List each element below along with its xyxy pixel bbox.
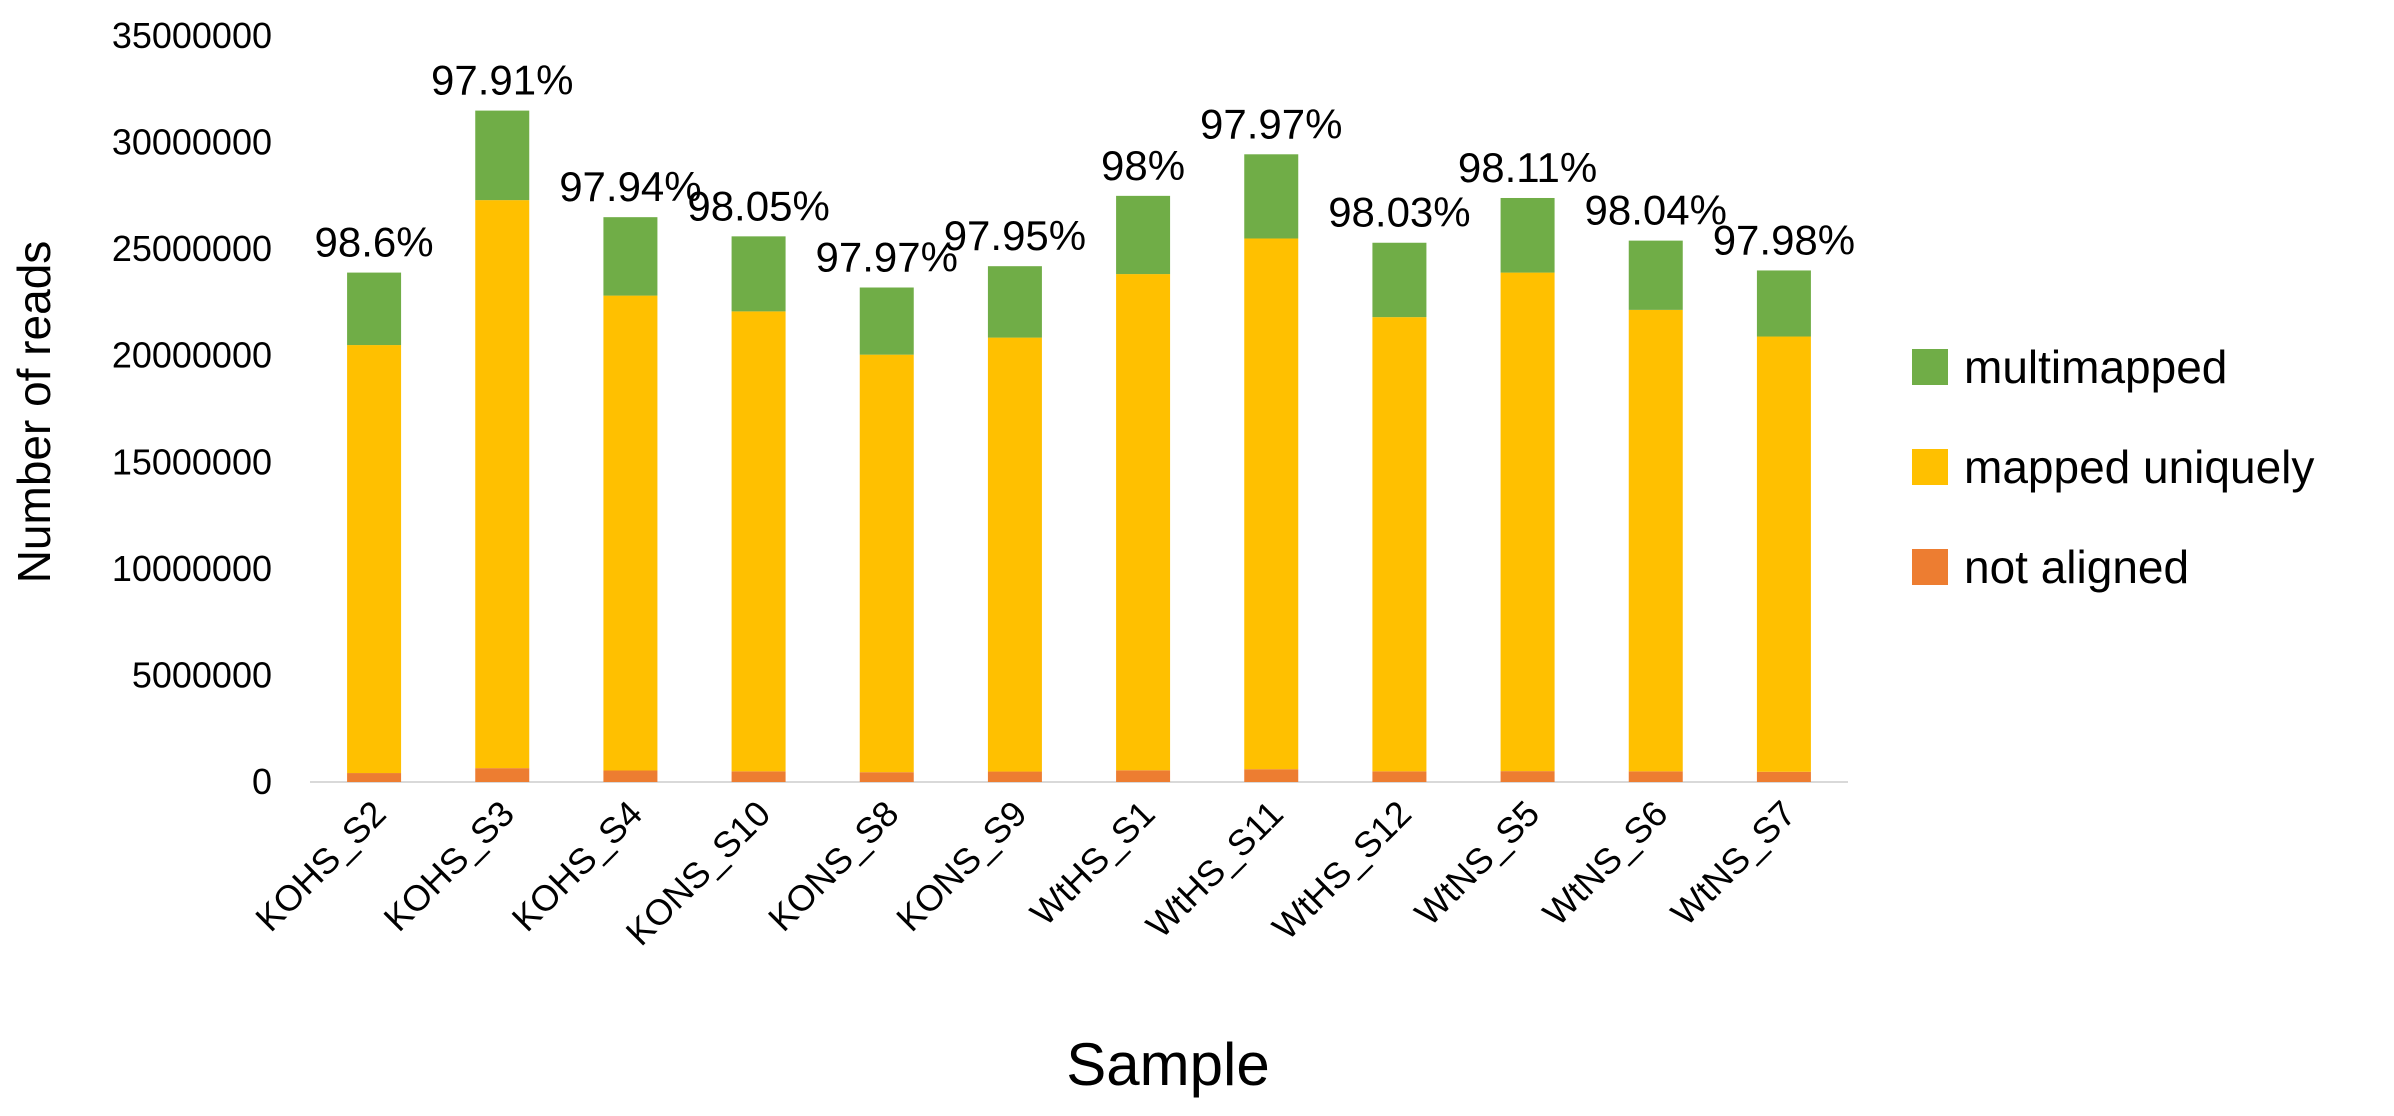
- bar-segment-multimapped: [603, 217, 658, 296]
- legend-label: mapped uniquely: [1964, 441, 2314, 493]
- percentage-label: 98.11%: [1458, 144, 1597, 191]
- x-tick-label: KONS_S8: [760, 793, 906, 939]
- x-tick-label: WtNS_S7: [1663, 793, 1804, 934]
- y-tick-label: 0: [252, 761, 272, 802]
- y-tick-label: 35000000: [112, 15, 272, 56]
- x-axis-title: Sample: [1066, 1031, 1269, 1098]
- bar-segment-mapped-uniquely: [1628, 309, 1683, 772]
- bar-segment-multimapped: [1756, 270, 1811, 337]
- legend-label: multimapped: [1964, 341, 2227, 393]
- legend-label: not aligned: [1964, 541, 2189, 593]
- bar-segment-multimapped: [987, 266, 1042, 338]
- percentage-label: 97.95%: [944, 212, 1086, 259]
- percentage-label: 98.6%: [315, 219, 434, 266]
- bar-segment-mapped-uniquely: [859, 354, 914, 773]
- x-tick-label: KOHS_S2: [247, 793, 393, 939]
- x-tick-label: KONS_S9: [888, 793, 1034, 939]
- x-tick-label: KOHS_S3: [375, 793, 521, 939]
- percentage-label: 97.97%: [1200, 100, 1342, 147]
- bar-segment-mapped-uniquely: [475, 200, 530, 769]
- bar-segment-not-aligned: [347, 773, 402, 782]
- bar-segment-mapped-uniquely: [987, 337, 1042, 772]
- x-axis-ticks: KOHS_S2KOHS_S3KOHS_S4KONS_S10KONS_S8KONS…: [247, 793, 1803, 954]
- bar-segment-multimapped: [1628, 240, 1683, 310]
- bar-segment-not-aligned: [987, 771, 1042, 782]
- y-tick-label: 10000000: [112, 548, 272, 589]
- y-axis-ticks: 0 5000000 10000000 15000000 20000000 25000000…: [112, 15, 272, 802]
- bar-segment-mapped-uniquely: [731, 311, 786, 772]
- percentage-label: 97.97%: [816, 234, 958, 281]
- percentage-label: 98.05%: [687, 182, 829, 229]
- bar-segment-mapped-uniquely: [1244, 238, 1299, 770]
- bar-segment-multimapped: [1500, 197, 1555, 273]
- percentage-label: 98.04%: [1585, 187, 1727, 234]
- y-tick-label: 25000000: [112, 228, 272, 269]
- bar-segment-multimapped: [859, 287, 914, 355]
- bar-segment-not-aligned: [1116, 770, 1171, 782]
- percentage-labels: 98.6%97.91%97.94%98.05%97.97%97.95%98%97…: [315, 57, 1856, 281]
- bar-segment-not-aligned: [1372, 771, 1427, 782]
- y-tick-label: 20000000: [112, 335, 272, 376]
- bar-segment-multimapped: [475, 110, 530, 201]
- percentage-label: 97.94%: [559, 163, 701, 210]
- bar-segment-not-aligned: [731, 771, 786, 782]
- bar-segment-mapped-uniquely: [1756, 336, 1811, 772]
- percentage-label: 97.98%: [1713, 216, 1855, 263]
- bar-segment-multimapped: [1372, 242, 1427, 318]
- bar-segment-not-aligned: [603, 770, 658, 782]
- percentage-label: 97.91%: [431, 57, 573, 104]
- legend-swatch: [1912, 449, 1948, 485]
- percentage-label: 98.03%: [1328, 189, 1470, 236]
- bar-segment-mapped-uniquely: [1116, 274, 1171, 771]
- bar-segment-not-aligned: [1628, 771, 1683, 782]
- y-tick-label: 15000000: [112, 441, 272, 482]
- bar-segment-multimapped: [731, 236, 786, 312]
- bars: [347, 110, 1811, 782]
- bar-segment-not-aligned: [859, 772, 914, 782]
- bar-segment-mapped-uniquely: [347, 345, 402, 774]
- bar-segment-multimapped: [1116, 195, 1171, 275]
- bar-segment-not-aligned: [1500, 771, 1555, 782]
- percentage-label: 98%: [1101, 142, 1185, 189]
- x-tick-label: WtNS_S6: [1535, 793, 1676, 934]
- x-tick-label: WtNS_S5: [1406, 793, 1547, 934]
- legend-swatch: [1912, 549, 1948, 585]
- y-axis-title: Number of reads: [8, 241, 60, 584]
- bar-segment-mapped-uniquely: [1500, 272, 1555, 772]
- bar-segment-multimapped: [1244, 154, 1299, 239]
- y-tick-label: 30000000: [112, 122, 272, 163]
- legend: multimapped mapped uniquely not aligned: [1912, 341, 2314, 593]
- bar-segment-mapped-uniquely: [603, 295, 658, 771]
- y-tick-label: 5000000: [132, 654, 272, 695]
- bar-segment-not-aligned: [475, 768, 530, 782]
- legend-swatch: [1912, 349, 1948, 385]
- x-tick-label: WtHS_S12: [1264, 793, 1419, 948]
- bar-segment-multimapped: [347, 272, 402, 346]
- bar-segment-not-aligned: [1244, 769, 1299, 782]
- bar-segment-mapped-uniquely: [1372, 317, 1427, 772]
- bar-segment-not-aligned: [1756, 771, 1811, 782]
